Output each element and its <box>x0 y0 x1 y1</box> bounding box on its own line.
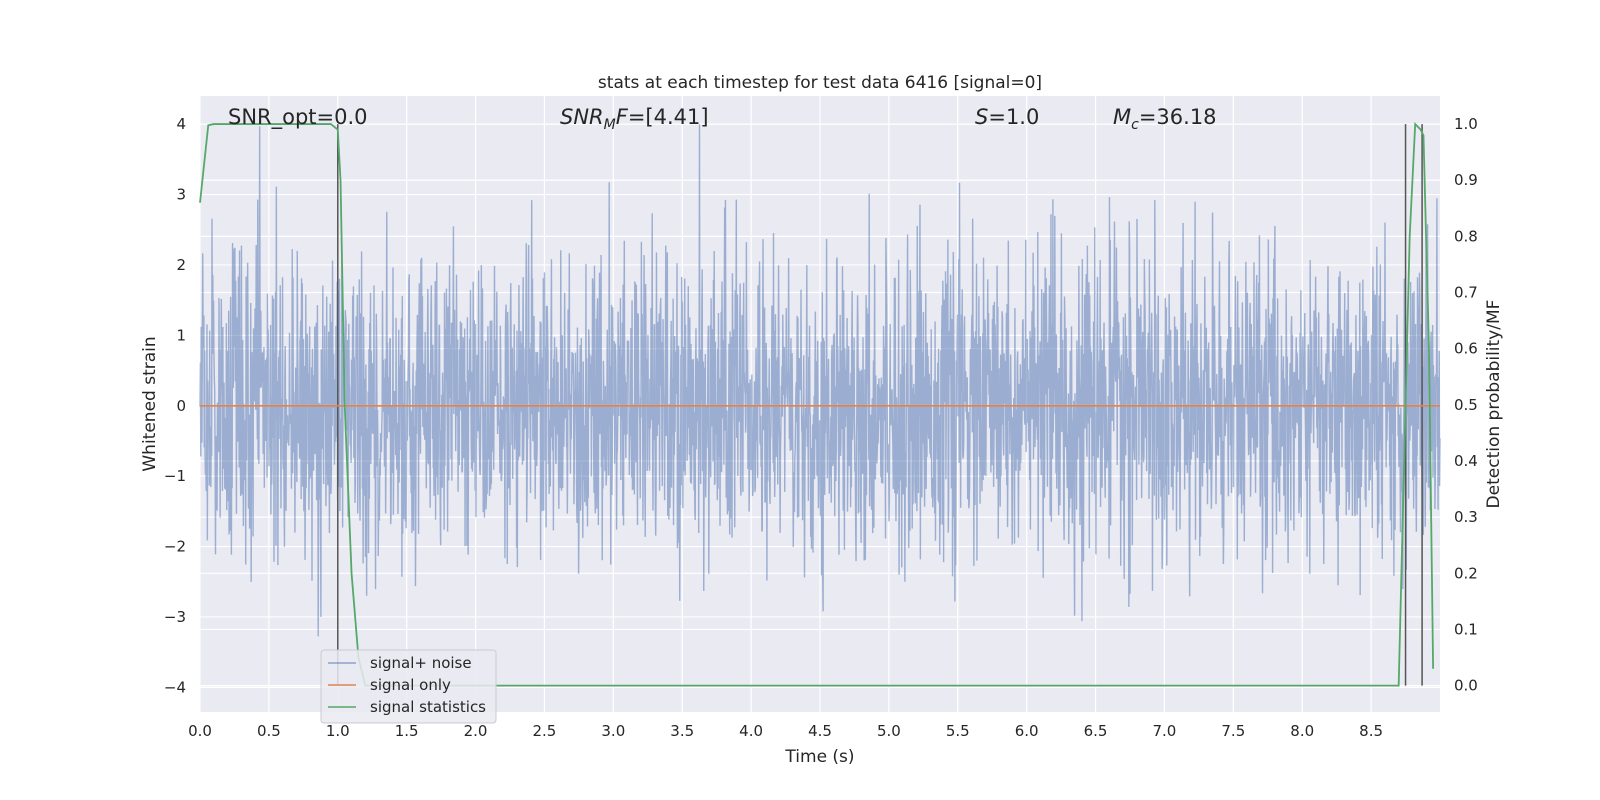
chart-title: stats at each timestep for test data 641… <box>598 73 1042 93</box>
y-tick-label: −2 <box>164 538 186 556</box>
x-tick-label: 5.5 <box>946 722 970 740</box>
y-tick-label: −4 <box>164 678 186 696</box>
y2-tick-label: 0.9 <box>1454 171 1478 189</box>
y-tick-label: 3 <box>176 186 186 204</box>
x-tick-label: 0.0 <box>188 722 212 740</box>
annotation-snr-mf: SNRMF=[4.41] <box>560 105 709 133</box>
y2-tick-label: 0.1 <box>1454 620 1478 638</box>
x-tick-label: 4.5 <box>808 722 832 740</box>
y-tick-label: 2 <box>176 256 186 274</box>
y-tick-label: 4 <box>176 115 186 133</box>
x-tick-labels: 0.0 0.5 1.0 1.5 2.0 2.5 3.0 3.5 4.0 4.5 5.0 5.5 6.0 6… <box>188 722 1383 740</box>
x-tick-label: 4.0 <box>739 722 763 740</box>
x-tick-label: 3.5 <box>670 722 694 740</box>
y-tick-label: 1 <box>176 326 186 344</box>
y2-tick-label: 0.4 <box>1454 452 1478 470</box>
signal-plus-noise-series <box>199 124 1441 637</box>
y-tick-label: −3 <box>164 608 186 626</box>
x-tick-label: 6.5 <box>1084 722 1108 740</box>
legend: signal+ noise signal only signal statist… <box>320 649 497 724</box>
annotation-mc: Mc=36.18 <box>1113 105 1217 133</box>
x-tick-label: 7.5 <box>1221 722 1245 740</box>
x-tick-label: 8.5 <box>1359 722 1383 740</box>
y2-tick-label: 0.7 <box>1454 284 1478 302</box>
y-tick-label: −1 <box>164 467 186 485</box>
x-tick-label: 2.5 <box>533 722 557 740</box>
signal-statistics-line <box>199 121 1435 687</box>
signal-noise-line <box>199 124 1441 637</box>
annotation-snr-opt: SNR_opt=0.0 <box>228 105 368 130</box>
x-axis-label: Time (s) <box>784 747 854 767</box>
y-axis-label: Whitened strain <box>140 336 160 471</box>
x-tick-label: 5.0 <box>877 722 901 740</box>
x-tick-label: 8.0 <box>1290 722 1314 740</box>
legend-box <box>320 649 497 724</box>
y-tick-labels: −4 −3 −2 −1 0 1 2 3 4 <box>164 115 186 696</box>
x-tick-label: 6.0 <box>1015 722 1039 740</box>
annotation-s: S=1.0 <box>975 105 1039 129</box>
x-tick-label: 7.0 <box>1153 722 1177 740</box>
y2-tick-label: 0.2 <box>1454 564 1478 582</box>
y2-tick-label: 0.3 <box>1454 508 1478 526</box>
y2-tick-labels: 0.0 0.1 0.2 0.3 0.4 0.5 0.6 0.7 0.8 0.9 1.0 <box>1454 115 1478 695</box>
x-tick-label: 3.0 <box>601 722 625 740</box>
legend-label-signal-noise: signal+ noise <box>370 654 472 672</box>
legend-label-signal-only: signal only <box>370 676 451 694</box>
x-tick-label: 0.5 <box>257 722 281 740</box>
y2-tick-label: 0.6 <box>1454 340 1478 358</box>
y2-tick-label: 0.5 <box>1454 396 1478 414</box>
signal-statistics-series <box>199 121 1435 687</box>
y2-tick-label: 0.0 <box>1454 677 1478 695</box>
y2-tick-label: 1.0 <box>1454 115 1478 133</box>
y-tick-label: 0 <box>176 397 186 415</box>
legend-label-signal-statistics: signal statistics <box>370 698 486 716</box>
y2-axis-label: Detection probability/MF <box>1484 300 1504 509</box>
x-tick-label: 1.0 <box>326 722 350 740</box>
x-tick-label: 1.5 <box>395 722 419 740</box>
y2-tick-label: 0.8 <box>1454 227 1478 245</box>
x-tick-label: 2.0 <box>464 722 488 740</box>
